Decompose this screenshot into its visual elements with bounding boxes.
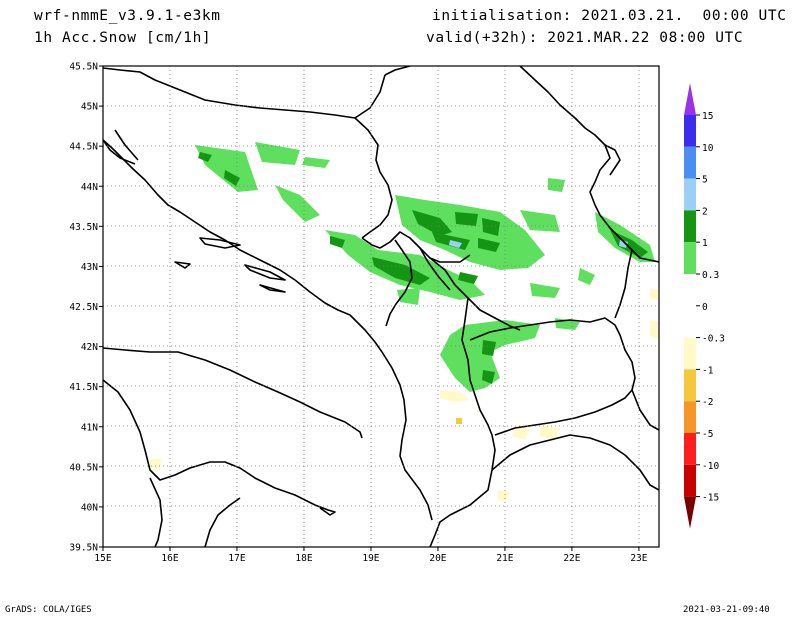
colorbar-label: 0 [702,302,708,313]
colorbar-segment [684,337,696,370]
valid-time: valid(+32h): 2021.MAR.22 08:00 UTC [426,30,744,46]
lon-tick-label: 21E [496,553,513,564]
lat-tick-label: 45N [81,102,98,113]
lon-tick-label: 18E [295,553,312,564]
colorbar-segment [684,305,696,338]
colorbar-segment [684,242,696,274]
lat-tick-label: 41N [81,422,98,433]
colorbar-label: -0.3 [702,334,725,345]
colorbar-segment [684,433,696,465]
colorbar-label: -2 [702,397,713,408]
lat-tick-label: 40N [81,502,98,513]
colorbar-segment [684,369,696,402]
model-title: wrf-nmmE_v3.9.1-e3km [34,8,221,24]
grads-credit: GrADS: COLA/IGES [5,605,92,615]
lat-tick-label: 44N [81,182,98,193]
variable-title: 1h Acc.Snow [cm/1h] [34,30,212,46]
lon-tick-label: 15E [94,553,111,564]
coastlines-and-borders [103,66,659,547]
colorbar-label: -10 [702,461,719,472]
lat-tick-label: 39.5N [69,543,98,554]
lat-tick-label: 41.5N [69,382,98,393]
lat-tick-label: 42N [81,342,98,353]
colorbar-label: -1 [702,365,714,376]
colorbar-label: -15 [702,493,719,504]
colorbar-segment [684,115,696,147]
colorbar-label: 10 [702,143,714,154]
colorbar-top-arrow [684,83,696,115]
colorbar-segment [684,146,696,179]
colorbar-segment [684,210,696,243]
initialisation-time: initialisation: 2021.03.21. 00:00 UTC [432,8,787,24]
colorbar-label: 5 [702,175,708,186]
lat-tick-label: 45.5N [69,62,98,73]
colorbar-label: -5 [702,429,713,440]
lon-tick-label: 19E [362,553,379,564]
lon-tick-label: 22E [563,553,580,564]
colorbar-label: 2 [702,206,708,217]
axis-ticks: 15E 16E 17E 18E 19E 20E 21E 22E 23E 45.5N 45N 44.5N… [69,62,647,565]
colorbar-segment [684,464,696,497]
lat-tick-label: 43N [81,262,98,273]
colorbar-label: 15 [702,111,713,122]
lon-tick-label: 23E [630,553,647,564]
colorbar-segment [684,274,696,306]
colorbar-segment [684,401,696,433]
colorbar: 15 10 5 2 1 0.3 0 -0.3 -1 -2 -5 -10 -15 [684,83,725,529]
colorbar-segment [684,178,696,211]
render-timestamp: 2021-03-21-09:40 [683,605,770,615]
graticule [103,66,659,547]
lat-tick-label: 43.5N [69,222,98,233]
lon-tick-label: 17E [228,553,245,564]
snow-field [150,142,659,502]
lat-tick-label: 44.5N [69,142,98,153]
lat-tick-label: 42.5N [69,302,98,313]
map-frame [102,65,660,548]
colorbar-label: 1 [702,238,708,249]
colorbar-label: 0.3 [702,270,719,281]
lon-tick-label: 20E [429,553,446,564]
colorbar-bottom-arrow [684,496,696,529]
lat-tick-label: 40.5N [69,462,98,473]
lon-tick-label: 16E [161,553,178,564]
